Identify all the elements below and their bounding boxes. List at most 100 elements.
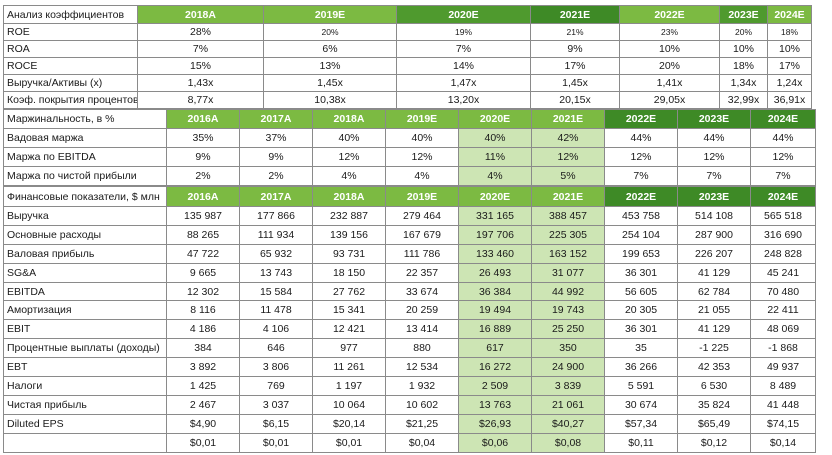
value-cell: 15 341 (312, 300, 386, 321)
value-cell: 14% (396, 57, 531, 75)
year-header: 2019E (385, 109, 459, 129)
row-label: ROA (3, 40, 138, 58)
value-cell: 18% (767, 23, 812, 41)
value-cell: 36 301 (604, 262, 678, 283)
value-cell: 1 932 (385, 376, 459, 396)
value-cell: 17% (767, 57, 812, 75)
row-label: Налоги (3, 376, 167, 396)
value-cell: 62 784 (677, 281, 751, 302)
value-cell: 384 (166, 338, 240, 359)
value-cell: 13% (263, 57, 397, 75)
table-row: $0,01 $0,01 $0,01 $0,04 $0,06 $0,08 $0,11 $0,12… (3, 432, 816, 453)
year-header: 2023E (677, 109, 751, 129)
year-header: 2022E (604, 109, 678, 129)
value-cell: 36 301 (604, 319, 678, 340)
value-cell: 16 889 (458, 319, 532, 340)
value-cell: 22 411 (750, 300, 816, 321)
value-cell: 3 806 (239, 357, 313, 378)
value-cell: 15 584 (239, 281, 313, 302)
value-cell: 167 679 (385, 224, 459, 245)
row-label: ROCE (3, 57, 138, 75)
value-cell: $0,06 (458, 432, 532, 453)
value-cell: 35% (166, 128, 240, 148)
year-header: 2021E (531, 109, 605, 129)
value-cell: $4,90 (166, 413, 240, 434)
value-cell: -1 868 (750, 338, 816, 359)
row-label: Выручка (3, 206, 167, 226)
value-cell: 12% (677, 147, 751, 167)
year-header: 2023E (677, 186, 751, 207)
value-cell: 30 674 (604, 394, 678, 415)
year-header: 2016A (166, 186, 240, 207)
value-cell: 8,77x (137, 91, 264, 109)
table-row: Амортизация 8 116 11 478 15 341 20 259 19 494… (3, 300, 816, 321)
year-header: 2024E (767, 5, 812, 24)
value-cell: 20,15x (530, 91, 620, 109)
table-row: Вадовая маржа 35% 37% 40% 40% 40% 42% 44% 44% 44% (3, 128, 816, 148)
value-cell: 135 987 (166, 206, 240, 226)
value-cell: 646 (239, 338, 313, 359)
value-cell: 6% (263, 40, 397, 58)
financials-table: Финансовые показатели, $ млн 2016A 2017A 20… (3, 186, 816, 453)
row-label: ROE (3, 23, 138, 41)
row-label: Маржа по EBITDA (3, 147, 167, 167)
value-cell: 20 259 (385, 300, 459, 321)
value-cell: 26 493 (458, 262, 532, 283)
year-header: 2020E (458, 186, 532, 207)
margins-table: Маржинальность, в % 2016A 2017A 2018A 2019E 2… (3, 109, 816, 186)
value-cell: 1,45x (530, 74, 620, 92)
value-cell: $0,01 (312, 432, 386, 453)
value-cell: 13 763 (458, 394, 532, 415)
value-cell: 111 934 (239, 224, 313, 245)
value-cell: 1,34x (719, 74, 768, 92)
value-cell: 3 839 (531, 376, 605, 396)
year-header: 2022E (604, 186, 678, 207)
value-cell: 8 116 (166, 300, 240, 321)
value-cell: 11 478 (239, 300, 313, 321)
table-row: Маржа по чистой прибыли 2% 2% 4% 4% 4% 5% 7% 7% 7… (3, 166, 816, 186)
value-cell: $57,34 (604, 413, 678, 434)
value-cell: 49 937 (750, 357, 816, 378)
value-cell: 12% (531, 147, 605, 167)
year-header: 2021E (530, 5, 620, 24)
value-cell: $40,27 (531, 413, 605, 434)
value-cell: 56 605 (604, 281, 678, 302)
value-cell: 197 706 (458, 224, 532, 245)
value-cell: 20% (263, 23, 397, 41)
value-cell: 19% (396, 23, 531, 41)
value-cell: 7% (677, 166, 751, 186)
value-cell: 1,41x (619, 74, 720, 92)
value-cell: $0,14 (750, 432, 816, 453)
value-cell: 21 061 (531, 394, 605, 415)
value-cell: 20% (719, 23, 768, 41)
value-cell: 4% (312, 166, 386, 186)
value-cell: 25 250 (531, 319, 605, 340)
value-cell: 8 489 (750, 376, 816, 396)
value-cell: 31 077 (531, 262, 605, 283)
value-cell: 3 037 (239, 394, 313, 415)
value-cell: 3 892 (166, 357, 240, 378)
value-cell: 41 448 (750, 394, 816, 415)
value-cell: 514 108 (677, 206, 751, 226)
value-cell: 93 731 (312, 243, 386, 264)
value-cell: $0,08 (531, 432, 605, 453)
value-cell: 5% (531, 166, 605, 186)
value-cell: 35 (604, 338, 678, 359)
row-label: Вадовая маржа (3, 128, 167, 148)
value-cell: 19 494 (458, 300, 532, 321)
value-cell: $0,04 (385, 432, 459, 453)
value-cell: 4% (458, 166, 532, 186)
row-label: SG&A (3, 262, 167, 283)
year-header: 2018A (312, 109, 386, 129)
table-row: SG&A 9 665 13 743 18 150 22 357 26 493 31 077 3… (3, 262, 816, 283)
row-label: Валовая прибыль (3, 243, 167, 264)
table-row: Выручка/Активы (x) 1,43x 1,45x 1,47x 1,45x 1,… (3, 74, 812, 92)
value-cell: 44% (604, 128, 678, 148)
value-cell: 163 152 (531, 243, 605, 264)
row-label: EBITDA (3, 281, 167, 302)
value-cell: 44% (750, 128, 816, 148)
year-header: 2024E (750, 109, 816, 129)
value-cell: 18% (719, 57, 768, 75)
value-cell: 133 460 (458, 243, 532, 264)
table-row: Валовая прибыль 47 722 65 932 93 731 111 786… (3, 243, 816, 264)
